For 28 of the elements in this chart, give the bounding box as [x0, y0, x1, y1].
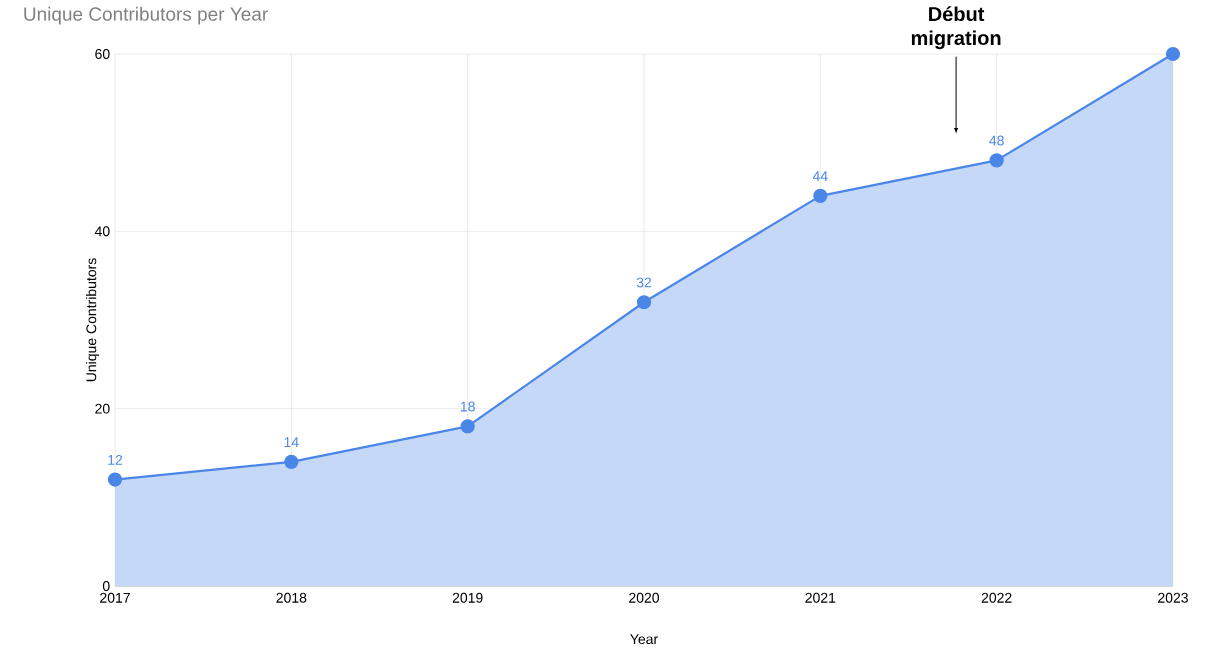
text: Début migration — [911, 6, 1001, 50]
point — [107, 472, 123, 487]
point — [284, 454, 299, 469]
y-tick-label: 20 — [95, 403, 110, 414]
x-tick-label: 2023 — [1158, 592, 1188, 603]
y-tick-label: 0 — [102, 581, 110, 591]
x-tick-label: 2019 — [452, 592, 483, 603]
data-label: 14 — [284, 437, 299, 447]
point — [636, 295, 652, 310]
x-tick-label: 2017 — [100, 592, 130, 603]
chart-title: Unique Contributors per Year — [24, 6, 268, 25]
x-tick-label: 2018 — [276, 592, 307, 603]
data-label: 12 — [108, 454, 123, 465]
x-tick-label: 2021 — [805, 592, 836, 603]
data-label: 44 — [812, 171, 828, 181]
point — [1165, 46, 1181, 62]
y-axis-title: Unique Contributors — [85, 258, 100, 382]
x-axis-title: Year — [630, 634, 658, 645]
point — [813, 188, 828, 203]
y-tick-label: 60 — [95, 49, 110, 59]
data-label: 18 — [460, 401, 475, 412]
y-tick-label: 40 — [94, 226, 110, 237]
point — [989, 153, 1004, 168]
x-tick-label: 2022 — [981, 592, 1012, 603]
point — [460, 419, 475, 434]
x-tick-label: 2020 — [629, 592, 660, 603]
data-label: 32 — [636, 277, 652, 288]
data-label: 48 — [989, 135, 1004, 146]
